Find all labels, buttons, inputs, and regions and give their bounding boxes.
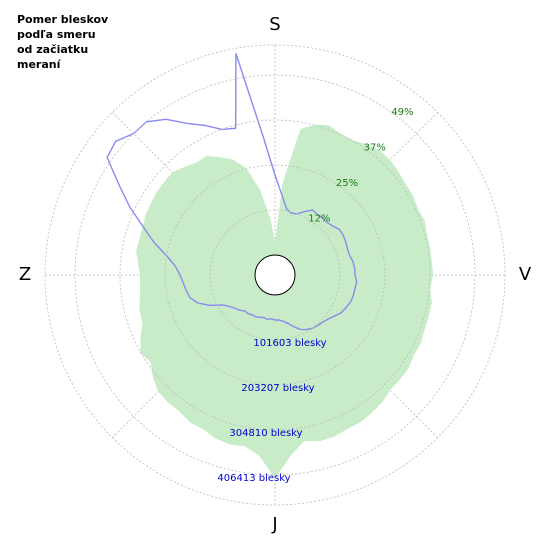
chart-title: od začiatku: [17, 43, 88, 56]
center-hole: [254, 254, 296, 296]
chart-title: Pomer bleskov: [17, 13, 109, 26]
direction-label: Z: [19, 264, 31, 285]
grid-ring: [164, 164, 386, 386]
direction-label: V: [519, 264, 532, 285]
grid-ring: [74, 74, 476, 476]
r-tick-label: 25%: [336, 178, 358, 189]
r2-tick-label: 203207 blesky: [241, 383, 314, 394]
data: [106, 53, 434, 479]
grid-ring: [119, 119, 431, 431]
direction-label: J: [271, 514, 277, 535]
labels: 12% 25% 37% 49% 101603 blesky 203207 blesky 30…: [17, 13, 532, 535]
r2-tick-label: 406413 blesky: [217, 473, 290, 484]
r-tick-label: 37%: [364, 142, 386, 153]
direction-label: S: [269, 14, 280, 35]
r2-tick-label: 304810 blesky: [229, 428, 302, 439]
line: [106, 53, 358, 331]
chart-title: podľa smeru: [17, 28, 96, 41]
chart-title: meraní: [17, 58, 62, 71]
r-tick-label: 49%: [391, 107, 413, 118]
grid-ring: [209, 209, 341, 341]
area: [136, 124, 434, 479]
r2-tick-label: 101603 blesky: [253, 338, 326, 349]
r-tick-label: 12%: [308, 213, 330, 224]
